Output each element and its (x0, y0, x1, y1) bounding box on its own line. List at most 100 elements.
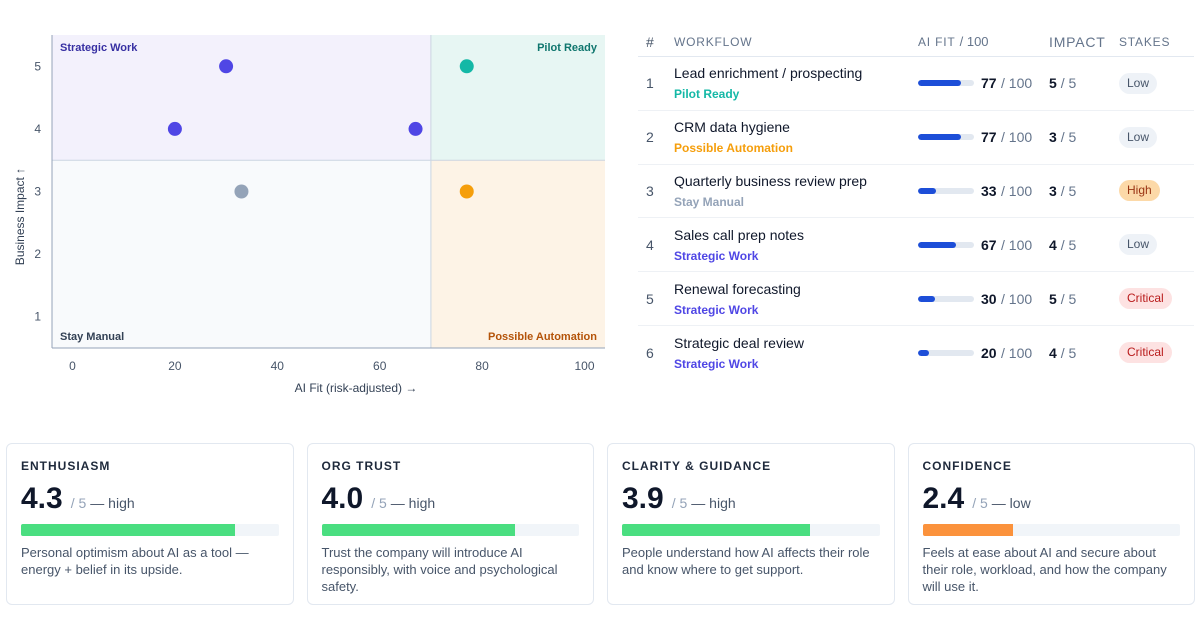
card-description: Personal optimism about AI as a tool — e… (21, 545, 249, 577)
impact-value: 5 (1049, 75, 1057, 92)
stakes-badge: High (1119, 180, 1160, 202)
row-impact-cell: 3 / 5 (1049, 183, 1119, 199)
ai-fit-denominator: / 100 (1001, 236, 1033, 253)
workflow-name: Sales call prep notes (674, 226, 804, 243)
card-denominator: / 5 (371, 495, 387, 511)
y-tick-label: 5 (34, 59, 41, 73)
workflow-name: Quarterly business review prep (674, 172, 867, 189)
card-description: Feels at ease about AI and secure about … (922, 545, 1167, 594)
workflow-name: Lead enrichment / prospecting (674, 65, 863, 82)
row-ai-fit-cell: 33 / 100 (918, 182, 1049, 200)
card-level: — low (991, 495, 1031, 511)
x-tick-label: 80 (475, 359, 489, 373)
scatter-point (459, 59, 474, 74)
impact-denominator: / 5 (1060, 344, 1077, 361)
card-score-line: 2.4 / 5 — low (923, 483, 1181, 515)
ai-fit-bar (918, 134, 974, 141)
row-stakes-cell: Low (1119, 234, 1194, 256)
card-enthusiasm: ENTHUSIASM 4.3 / 5 — high Personal optim… (6, 443, 294, 605)
ai-fit-bar-fill (918, 187, 937, 194)
card-clarity-guidance: CLARITY & GUIDANCE 3.9 / 5 — high People… (607, 443, 895, 605)
card-description: People understand how AI affects their r… (622, 545, 870, 577)
row-impact-cell: 4 / 5 (1049, 237, 1119, 253)
card-description: Trust the company will introduce AI resp… (321, 545, 558, 594)
y-axis-label: Business Impact ↑ (13, 168, 27, 265)
ai-fit-bar (918, 349, 974, 356)
x-tick-label: 100 (575, 359, 595, 373)
ai-fit-denominator: / 100 (1001, 290, 1033, 307)
impact-value: 5 (1049, 290, 1057, 307)
row-ai-fit-cell: 77 / 100 (918, 128, 1049, 146)
table-row[interactable]: 6 Strategic deal review Strategic Work 2… (638, 326, 1194, 380)
row-number: 1 (646, 75, 654, 92)
card-level: — high (691, 495, 736, 511)
card-progress-bar (622, 524, 880, 536)
row-number: 2 (646, 129, 654, 146)
card-confidence: CONFIDENCE 2.4 / 5 — low Feels at ease a… (907, 443, 1195, 605)
workflow-name: Renewal forecasting (674, 280, 801, 297)
ai-fit-denominator: / 100 (1001, 129, 1033, 146)
table-row[interactable]: 5 Renewal forecasting Strategic Work 30 … (638, 272, 1194, 326)
table-row[interactable]: 4 Sales call prep notes Strategic Work 6… (638, 218, 1194, 273)
card-denominator: / 5 (70, 495, 87, 511)
row-workflow-cell: CRM data hygiene Possible Automation (674, 118, 918, 156)
quadrant-bottom-right-area (430, 160, 605, 348)
card-level: — high (90, 495, 135, 511)
row-number: 6 (646, 344, 654, 361)
ai-fit-value: 33 (981, 182, 997, 199)
row-workflow-cell: Strategic deal review Strategic Work (674, 334, 918, 372)
ai-fit-bar (918, 295, 974, 302)
workflow-name: CRM data hygiene (674, 119, 790, 136)
workflow-category: Strategic Work (674, 248, 759, 263)
workflow-table: # WORKFLOW AI FIT / 100 IMPACT STAKES 1 … (638, 27, 1194, 380)
workflow-category: Strategic Work (674, 302, 759, 317)
scatter-point (167, 121, 182, 136)
row-number: 3 (646, 182, 654, 199)
row-impact-cell: 5 / 5 (1049, 291, 1119, 307)
impact-denominator: / 5 (1060, 129, 1077, 146)
row-stakes-cell: High (1119, 180, 1194, 202)
x-tick-label: 40 (271, 359, 285, 373)
x-tick-label: 0 (69, 359, 76, 373)
quadrant-chart: Strategic Work Pilot Ready Stay Manual Poss… (13, 35, 605, 395)
card-score: 4.0 (321, 482, 364, 515)
ai-fit-value: 20 (981, 344, 997, 361)
ai-fit-value: 67 (981, 236, 997, 253)
scatter-point (459, 184, 474, 199)
impact-denominator: / 5 (1060, 236, 1077, 253)
impact-value: 3 (1049, 182, 1057, 199)
card-title: CLARITY & GUIDANCE (622, 459, 772, 473)
ai-fit-denominator: / 100 (1001, 75, 1033, 92)
y-tick-label: 2 (34, 247, 41, 261)
header-num: # (646, 33, 655, 50)
workflow-category: Stay Manual (674, 194, 745, 209)
ai-fit-value: 77 (981, 129, 997, 146)
impact-denominator: / 5 (1060, 75, 1077, 92)
x-axis-label: AI Fit (risk-adjusted) → (295, 381, 418, 395)
table-row[interactable]: 2 CRM data hygiene Possible Automation 7… (638, 111, 1194, 165)
row-workflow-cell: Renewal forecasting Strategic Work (674, 280, 918, 318)
stakes-badge: Low (1119, 126, 1158, 148)
header-impact: IMPACT (1049, 33, 1106, 50)
ai-fit-bar (918, 80, 974, 87)
stakes-badge: Low (1119, 234, 1158, 256)
workflow-category: Possible Automation (674, 141, 793, 156)
row-workflow-cell: Quarterly business review prep Stay Manu… (674, 172, 918, 210)
stakes-badge: Low (1119, 72, 1158, 94)
table-body: 1 Lead enrichment / prospecting Pilot Re… (638, 57, 1194, 380)
card-title: ORG TRUST (321, 459, 402, 473)
card-level: — high (390, 495, 436, 511)
table-row[interactable]: 1 Lead enrichment / prospecting Pilot Re… (638, 57, 1194, 111)
impact-value: 4 (1049, 236, 1057, 253)
card-score: 4.3 (21, 482, 63, 515)
card-score-line: 4.3 / 5 — high (21, 483, 279, 515)
quadrant-label: Pilot Ready (537, 42, 598, 54)
card-progress-bar (922, 524, 1180, 536)
row-ai-fit-cell: 67 / 100 (918, 236, 1049, 254)
header-ai-fit: AI FIT / 100 (918, 34, 1049, 49)
table-row[interactable]: 3 Quarterly business review prep Stay Ma… (638, 165, 1194, 219)
y-tick-label: 3 (34, 185, 41, 199)
row-ai-fit-cell: 20 / 100 (918, 344, 1049, 362)
card-progress-bar (21, 524, 279, 536)
row-stakes-cell: Critical (1119, 342, 1194, 364)
